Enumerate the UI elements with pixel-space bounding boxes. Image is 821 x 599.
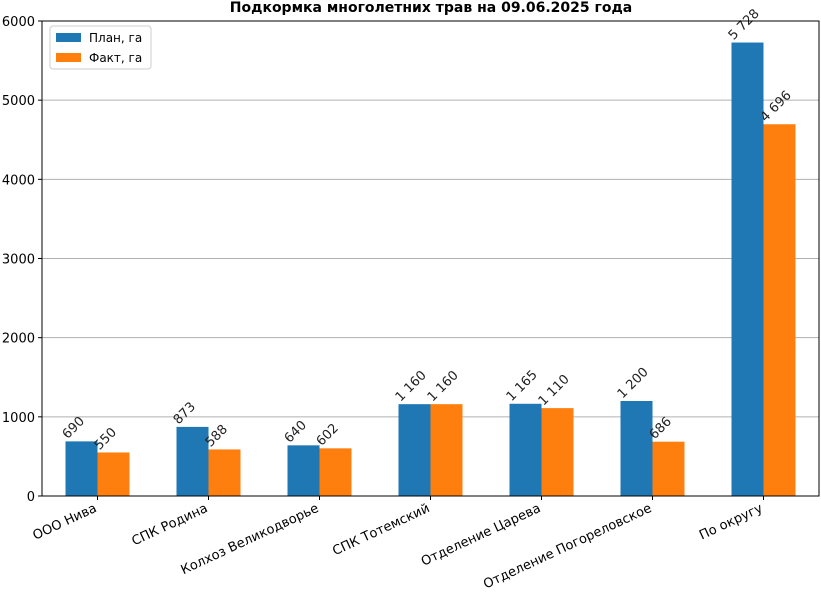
plot-frame xyxy=(41,20,820,497)
bar-plan xyxy=(287,445,320,496)
data-label-plan: 1 200 xyxy=(615,365,652,402)
bar-plan xyxy=(176,426,209,496)
data-label-plan: 690 xyxy=(60,414,88,442)
y-tick-label: 0 xyxy=(27,490,35,505)
bar-fact xyxy=(430,404,463,496)
x-tick-label: По округу xyxy=(697,501,765,544)
y-tick-label: 2000 xyxy=(2,332,35,347)
data-label-fact: 602 xyxy=(314,421,342,449)
x-tick-label: СПК Тотемский xyxy=(330,501,432,559)
bar-fact xyxy=(97,452,130,496)
legend-swatch-plan xyxy=(56,33,81,42)
bar-fact xyxy=(319,448,352,496)
bar-fact xyxy=(652,441,685,496)
bar-plan xyxy=(398,404,431,496)
legend-label-plan: План, га xyxy=(89,31,142,45)
bar-plan xyxy=(731,42,764,497)
legend-label-fact: Факт, га xyxy=(89,51,142,65)
bar-plan xyxy=(65,441,98,496)
grid-lines xyxy=(42,99,819,418)
axes: 0 1000 2000 3000 4000 5000 6000 ООО Нива СПК Род… xyxy=(2,15,820,592)
bar-plan xyxy=(620,401,653,496)
legend: План, га Факт, га xyxy=(49,25,152,70)
data-label-plan: 873 xyxy=(171,400,199,428)
data-label-plan: 640 xyxy=(282,418,310,446)
x-tick-label: ООО Нива xyxy=(31,501,100,544)
data-label-plan: 1 160 xyxy=(393,368,430,405)
bar-plan xyxy=(509,403,542,496)
y-tick-label: 3000 xyxy=(2,253,35,268)
data-label-plan: 5 728 xyxy=(726,6,763,43)
bar-fact xyxy=(763,124,796,496)
chart-title: Подкормка многолетних трав на 09.06.2025… xyxy=(230,0,632,16)
legend-swatch-fact xyxy=(56,53,81,62)
x-tick-label: СПК Родина xyxy=(130,501,211,549)
data-label-fact: 1 160 xyxy=(425,368,462,405)
data-label-fact: 1 110 xyxy=(536,372,573,409)
y-tick-label: 5000 xyxy=(2,94,35,109)
y-tick-label: 1000 xyxy=(2,411,35,426)
bar-fact xyxy=(208,449,241,496)
bar-fact xyxy=(541,408,574,496)
y-tick-label: 6000 xyxy=(2,15,35,30)
bars xyxy=(65,42,796,497)
y-tick-label: 4000 xyxy=(2,173,35,188)
